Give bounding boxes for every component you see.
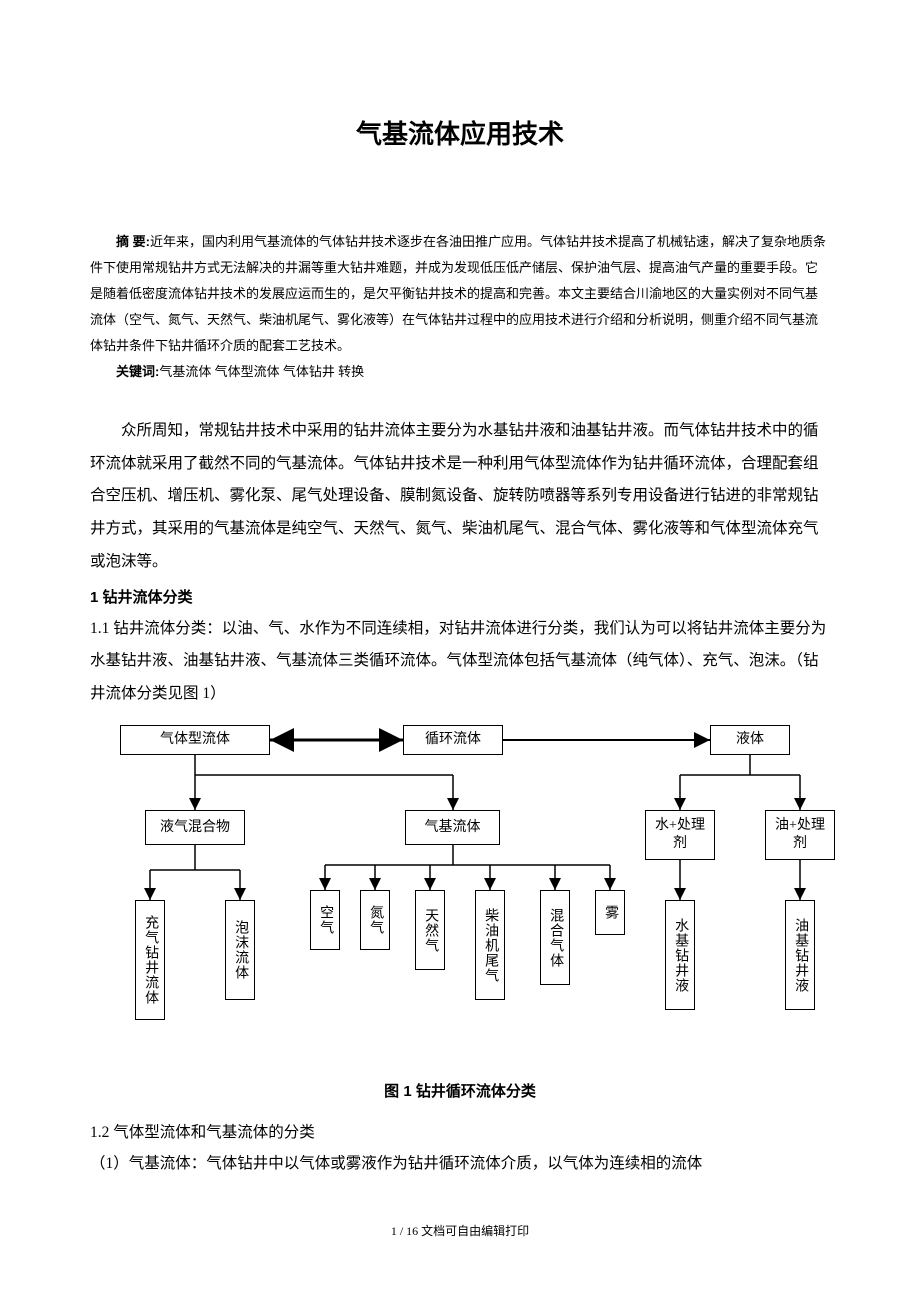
section-1-heading: 1 钻井流体分类: [90, 584, 830, 613]
node-natural-gas: 天然气: [415, 890, 445, 970]
keywords-text: 气基流体 气体型流体 气体钻井 转换: [159, 364, 364, 379]
section-1-2-item-1: （1）气基流体：气体钻井中以气体或雾液作为钻井循环流体介质，以气体为连续相的流体: [90, 1148, 830, 1181]
node-oil-agent: 油+处理剂: [765, 810, 835, 860]
flowchart-connectors: [90, 720, 830, 1070]
abstract-label: 摘 要:: [116, 234, 150, 249]
section-1-1-text: 1.1 钻井流体分类：以油、气、水作为不同连续相，对钻井流体进行分类，我们认为可…: [90, 613, 830, 711]
node-foam-fluid: 泡沫流体: [225, 900, 255, 1000]
flowchart-diagram: 气体型流体 循环流体 液体 液气混合物 气基流体 水+处理剂 油+处理剂 充气钻…: [90, 720, 830, 1070]
node-gas-type-fluid: 气体型流体: [120, 725, 270, 755]
abstract-paragraph: 摘 要:近年来，国内利用气基流体的气体钻井技术逐步在各油田推广应用。气体钻井技术…: [90, 229, 830, 359]
node-mist: 雾: [595, 890, 625, 935]
node-nitrogen: 氮气: [360, 890, 390, 950]
node-gas-based-fluid: 气基流体: [405, 810, 500, 845]
section-1-2-heading: 1.2 气体型流体和气基流体的分类: [90, 1117, 830, 1148]
abstract-block: 摘 要:近年来，国内利用气基流体的气体钻井技术逐步在各油田推广应用。气体钻井技术…: [90, 229, 830, 385]
node-diesel-exhaust: 柴油机尾气: [475, 890, 505, 1000]
node-air: 空气: [310, 890, 340, 950]
node-water-agent: 水+处理剂: [645, 810, 715, 860]
page-footer: 1 / 16 文档可自由编辑打印: [90, 1220, 830, 1243]
figure-1-caption: 图 1 钻井循环流体分类: [90, 1078, 830, 1107]
keywords-paragraph: 关键词:气基流体 气体型流体 气体钻井 转换: [90, 359, 830, 385]
node-aerated-fluid: 充气钻井流体: [135, 900, 165, 1020]
node-circulation-fluid: 循环流体: [403, 725, 503, 755]
node-liquid: 液体: [710, 725, 790, 755]
intro-paragraph: 众所周知，常规钻井技术中采用的钻井流体主要分为水基钻井液和油基钻井液。而气体钻井…: [90, 415, 830, 578]
keywords-label: 关键词:: [116, 364, 159, 379]
node-oil-based-mud: 油基钻井液: [785, 900, 815, 1010]
page-title: 气基流体应用技术: [90, 110, 830, 159]
node-mixed-gas: 混合气体: [540, 890, 570, 985]
node-water-based-mud: 水基钻井液: [665, 900, 695, 1010]
abstract-text: 近年来，国内利用气基流体的气体钻井技术逐步在各油田推广应用。气体钻井技术提高了机…: [90, 234, 826, 353]
node-liquid-gas-mix: 液气混合物: [145, 810, 245, 845]
